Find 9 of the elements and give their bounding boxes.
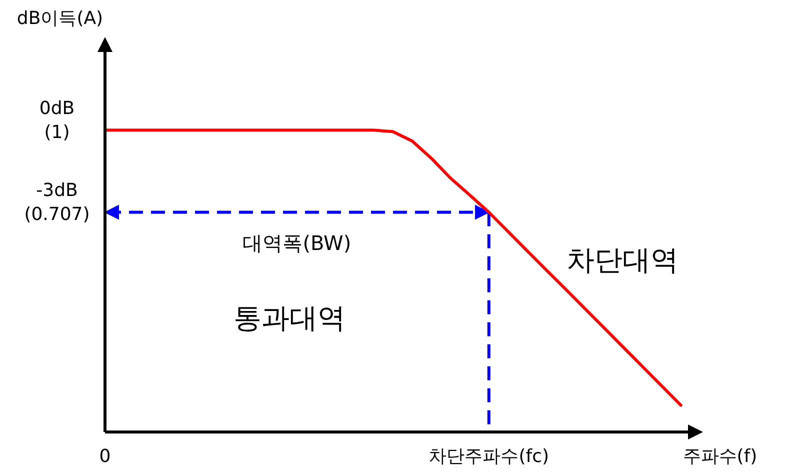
annotation: 통과대역 — [233, 302, 346, 335]
text: -3dB (0.707) — [24, 180, 90, 226]
ref-line-label: 대역폭(BW) — [242, 231, 352, 256]
annotation: 차단대역 — [566, 243, 679, 276]
x-tick-label: 차단주파수(fc) — [428, 446, 550, 467]
text: dB이득(A) — [16, 8, 104, 29]
x-axis-title: 주파수(f) — [682, 446, 758, 467]
text: 0dB (1) — [39, 98, 75, 144]
x-tick-label: 0 — [99, 446, 111, 467]
